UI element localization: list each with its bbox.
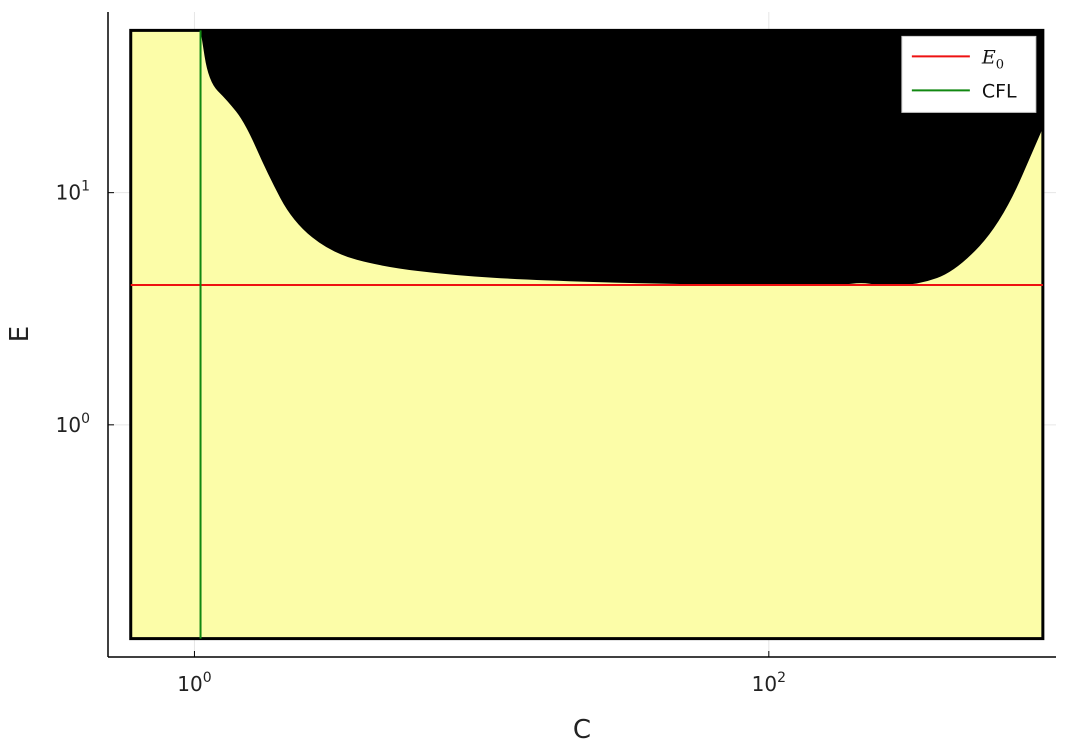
x-tick-label: 102 (752, 670, 786, 696)
y-axis-title: E (5, 326, 35, 342)
plot-regions (129, 28, 1045, 641)
legend-label: CFL (982, 80, 1017, 102)
y-tick-label: 101 (56, 179, 90, 205)
region-border (129, 28, 1045, 641)
x-tick-label: 100 (177, 670, 211, 696)
x-axis-title: C (573, 715, 591, 745)
infeasible-region (200, 30, 1043, 286)
x-tick-labels: 100 102 (177, 670, 786, 696)
axes (107, 12, 1056, 658)
y-tick-labels: 100 101 (56, 179, 90, 437)
series-lines (130, 30, 1043, 639)
legend-box (901, 35, 1037, 113)
y-tick-label: 100 (56, 411, 90, 437)
